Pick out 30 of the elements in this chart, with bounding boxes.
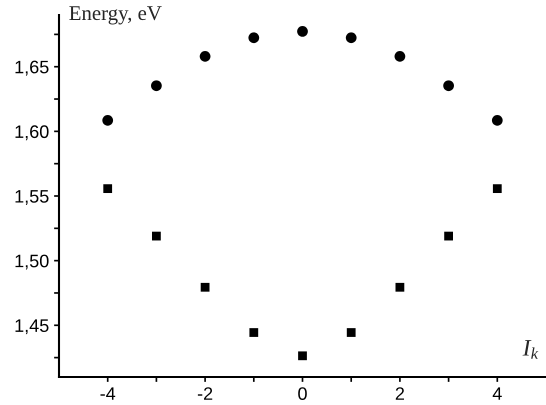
point [396, 282, 404, 292]
point [103, 184, 112, 194]
y-tick-label: 1,65 [16, 60, 49, 76]
x-tick-label: 0 [298, 387, 307, 400]
point [346, 328, 356, 337]
point [492, 114, 503, 126]
point [152, 232, 161, 240]
point [297, 26, 308, 37]
x-tick-label: 2 [396, 387, 404, 400]
point [102, 114, 114, 126]
x-axis-title: I$_{k}$ [522, 340, 538, 359]
x-tick-label: -4 [100, 387, 116, 400]
point [492, 184, 502, 194]
y-axis-title: Energy, eV [69, 6, 162, 24]
x-tick-label: -2 [198, 387, 212, 400]
point [444, 232, 453, 240]
point [200, 50, 210, 62]
point [346, 32, 357, 44]
y-tick-label: 1,50 [16, 254, 49, 270]
point [151, 80, 162, 92]
point [248, 32, 260, 44]
y-tick-label: 1,55 [16, 190, 49, 205]
point [443, 80, 454, 92]
y-tick-label: 1,60 [16, 125, 49, 140]
point [249, 328, 258, 337]
x-tick-label: 4 [492, 387, 502, 400]
y-tick-label: 1,45 [16, 319, 49, 334]
point [298, 351, 307, 360]
point [200, 282, 210, 292]
point [394, 50, 406, 62]
